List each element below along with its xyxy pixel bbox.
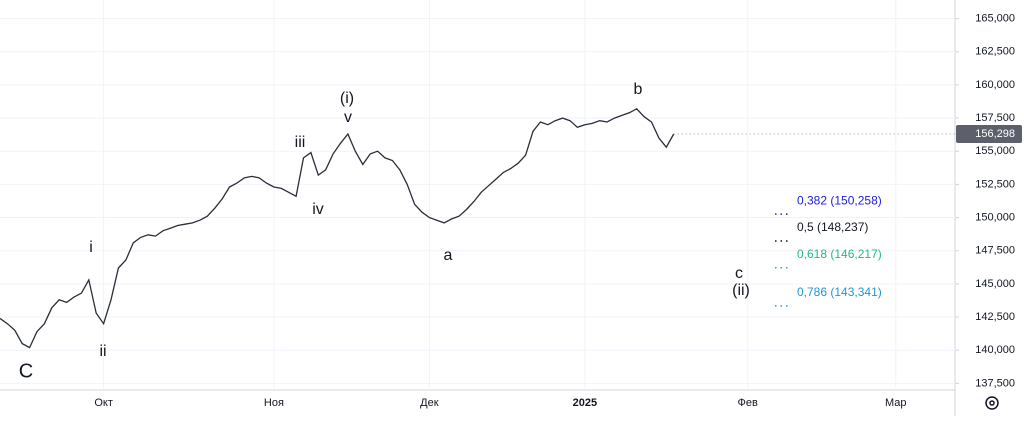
wave-label: (i) [340,90,354,107]
last-price-label: 156,298 [975,128,1015,140]
y-tick-label: 165,000 [975,12,1015,24]
x-tick-label: Фев [738,397,758,409]
wave-label: c [735,265,743,282]
wave-label: iv [312,201,324,218]
wave-label: i [89,239,93,256]
y-tick-label: 152,500 [975,178,1015,190]
wave-label: a [444,247,453,264]
y-tick-label: 142,500 [975,311,1015,323]
gear-outer[interactable] [985,396,999,410]
y-tick-label: 147,500 [975,245,1015,257]
wave-label: b [634,81,643,98]
x-tick-label: 2025 [573,397,597,409]
wave-label: ii [99,343,106,360]
x-tick-label: Окт [94,397,113,409]
settings-icon[interactable] [985,396,999,410]
y-tick-label: 145,000 [975,278,1015,290]
fib-level-label: 0,382 (150,258) [797,193,882,207]
wave-label: C [19,360,33,382]
grid [0,0,955,390]
x-tick-label: Ноя [264,397,284,409]
y-tick-label: 157,500 [975,112,1015,124]
y-tick-label: 137,500 [975,377,1015,389]
x-tick-label: Мар [885,397,907,409]
wave-label: v [344,109,352,126]
wave-label: iii [295,134,306,151]
y-tick-label: 162,500 [975,46,1015,58]
gear-inner[interactable] [989,400,995,406]
x-tick-label: Дек [420,397,439,409]
price-line [0,107,675,349]
fib-level-label: 0,618 (146,217) [797,247,882,261]
y-tick-label: 155,000 [975,145,1015,157]
last-price-tag [956,125,1022,144]
fib-level-label: 0,5 (148,237) [797,220,868,234]
wave-label: (ii) [732,282,750,299]
y-tick-label: 150,000 [975,211,1015,223]
fib-level-label: 0,786 (143,341) [797,285,882,299]
y-tick-label: 160,000 [975,79,1015,91]
y-tick-label: 140,000 [975,344,1015,356]
